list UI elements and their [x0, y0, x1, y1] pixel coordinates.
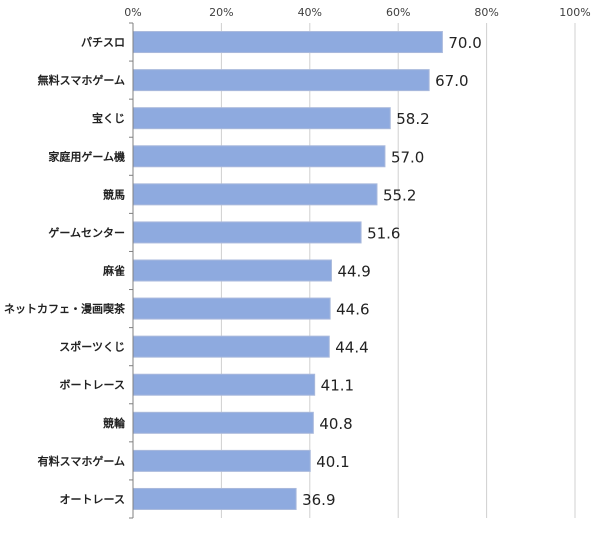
category-label: オートレース: [60, 493, 125, 506]
bar: [132, 145, 386, 168]
category-label: スポーツくじ: [59, 340, 125, 354]
category-label: ネットカフェ・漫画喫茶: [4, 302, 126, 316]
bars: [132, 31, 443, 510]
bar: [132, 373, 316, 396]
value-labels: 70.0 67.0 58.2 57.0 55.2 51.6 44.9 44.6 44.4 41.1…: [302, 34, 482, 509]
category-label: 有料スマホゲーム: [38, 454, 125, 468]
category-label: ボートレース: [60, 378, 125, 392]
data-label: 70.0: [448, 34, 481, 52]
data-label: 58.2: [396, 110, 429, 128]
x-tick-label: 80%: [474, 6, 498, 19]
x-axis-ticks: 0% 20% 40% 60% 80% 100%: [124, 6, 590, 19]
category-label: パチスロ: [81, 36, 125, 49]
category-label: 家庭用ゲーム機: [48, 149, 125, 163]
bar: [132, 69, 430, 92]
category-label: ゲームセンター: [48, 225, 125, 239]
bar: [132, 487, 297, 510]
bar: [132, 221, 362, 244]
category-label: 麻雀: [102, 264, 125, 278]
data-label: 40.8: [319, 415, 352, 433]
category-label: 宝くじ: [92, 111, 125, 125]
data-label: 55.2: [383, 186, 416, 204]
bar: [132, 297, 331, 320]
data-label: 44.4: [335, 339, 368, 357]
x-tick-label: 0%: [124, 6, 141, 19]
bar: [132, 411, 314, 434]
bar: [132, 449, 311, 472]
bar: [132, 259, 332, 282]
data-label: 57.0: [391, 148, 424, 166]
x-tick-label: 100%: [559, 6, 590, 19]
category-labels: パチスロ無料スマホゲーム宝くじ家庭用ゲーム機競馬ゲームセンター麻雀ネットカフェ・…: [4, 36, 126, 506]
data-label: 67.0: [435, 72, 468, 90]
bar: [132, 107, 391, 130]
gridlines: [129, 22, 576, 519]
x-tick-label: 40%: [298, 6, 322, 19]
data-label: 40.1: [316, 453, 349, 471]
data-label: 36.9: [302, 491, 335, 509]
bar: [132, 31, 443, 54]
bar: [132, 183, 378, 206]
category-label: 競輪: [103, 416, 126, 430]
category-label: 競馬: [103, 187, 125, 201]
data-label: 44.6: [336, 301, 369, 319]
x-tick-label: 20%: [209, 6, 233, 19]
category-label: 無料スマホゲーム: [38, 73, 125, 87]
data-label: 41.1: [321, 377, 354, 395]
bar: [132, 335, 330, 358]
x-tick-label: 60%: [386, 6, 410, 19]
data-label: 51.6: [367, 224, 400, 242]
data-label: 44.9: [337, 263, 370, 281]
